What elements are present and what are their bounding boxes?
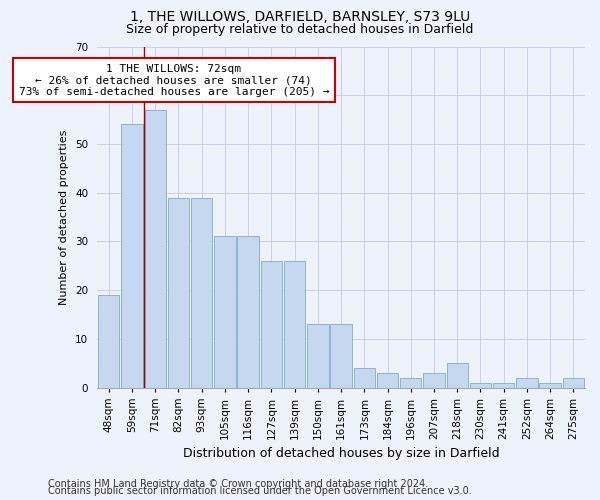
Bar [446, 363, 468, 388]
Bar [168, 198, 189, 388]
Bar [191, 198, 212, 388]
Text: 1, THE WILLOWS, DARFIELD, BARNSLEY, S73 9LU: 1, THE WILLOWS, DARFIELD, BARNSLEY, S73 … [130, 10, 470, 24]
Bar [121, 124, 143, 388]
Bar [145, 110, 166, 388]
Bar [539, 382, 561, 388]
Bar [353, 368, 375, 388]
Bar [516, 378, 538, 388]
Bar [214, 236, 236, 388]
Bar [284, 261, 305, 388]
Text: Contains HM Land Registry data © Crown copyright and database right 2024.: Contains HM Land Registry data © Crown c… [48, 479, 428, 489]
Bar [400, 378, 421, 388]
Bar [563, 378, 584, 388]
Bar [470, 382, 491, 388]
Text: Contains public sector information licensed under the Open Government Licence v3: Contains public sector information licen… [48, 486, 472, 496]
Bar [377, 373, 398, 388]
Bar [261, 261, 282, 388]
Text: 1 THE WILLOWS: 72sqm
← 26% of detached houses are smaller (74)
73% of semi-detac: 1 THE WILLOWS: 72sqm ← 26% of detached h… [19, 64, 329, 97]
Bar [98, 295, 119, 388]
Bar [238, 236, 259, 388]
Text: Size of property relative to detached houses in Darfield: Size of property relative to detached ho… [127, 22, 473, 36]
X-axis label: Distribution of detached houses by size in Darfield: Distribution of detached houses by size … [183, 447, 499, 460]
Bar [493, 382, 514, 388]
Y-axis label: Number of detached properties: Number of detached properties [59, 130, 70, 304]
Bar [307, 324, 329, 388]
Bar [424, 373, 445, 388]
Bar [331, 324, 352, 388]
